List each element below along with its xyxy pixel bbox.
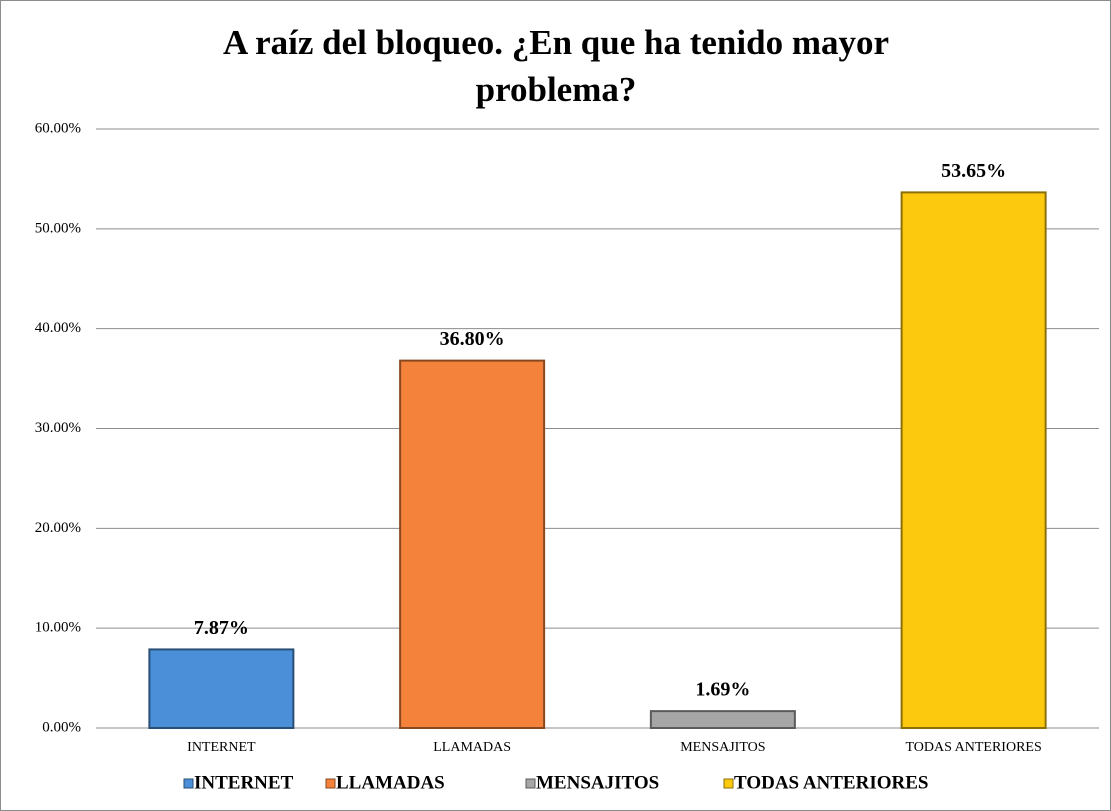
bar bbox=[900, 191, 1047, 729]
y-tick-label: 50.00% bbox=[35, 220, 81, 236]
legend-label: INTERNET bbox=[194, 772, 294, 793]
legend-swatch bbox=[723, 778, 734, 789]
legend-swatch bbox=[325, 778, 336, 789]
legend-label: TODAS ANTERIORES bbox=[734, 772, 928, 793]
y-tick-label: 0.00% bbox=[42, 719, 81, 735]
value-label: 36.80% bbox=[440, 328, 505, 350]
y-tick-label: 20.00% bbox=[35, 520, 81, 536]
x-tick-label: LLAMADAS bbox=[433, 740, 511, 755]
value-label: 7.87% bbox=[194, 617, 249, 639]
chart-title: A raíz del bloqueo. ¿En que ha tenido ma… bbox=[222, 23, 890, 109]
value-label: 53.65% bbox=[941, 160, 1006, 182]
bar bbox=[399, 359, 546, 729]
y-tick-label: 40.00% bbox=[35, 320, 81, 336]
value-label: 1.69% bbox=[695, 679, 750, 701]
x-tick-label: INTERNET bbox=[187, 740, 256, 755]
bar bbox=[148, 648, 295, 729]
x-tick-label: TODAS ANTERIORES bbox=[905, 740, 1041, 755]
legend-label: LLAMADAS bbox=[336, 772, 445, 793]
legend-label: MENSAJITOS bbox=[536, 772, 659, 793]
y-tick-label: 10.00% bbox=[35, 620, 81, 636]
x-tick-label: MENSAJITOS bbox=[680, 740, 765, 755]
legend-swatch bbox=[183, 778, 194, 789]
bar bbox=[649, 710, 796, 730]
y-tick-label: 60.00% bbox=[35, 120, 81, 136]
y-tick-label: 30.00% bbox=[35, 420, 81, 436]
legend-swatch bbox=[525, 778, 536, 789]
